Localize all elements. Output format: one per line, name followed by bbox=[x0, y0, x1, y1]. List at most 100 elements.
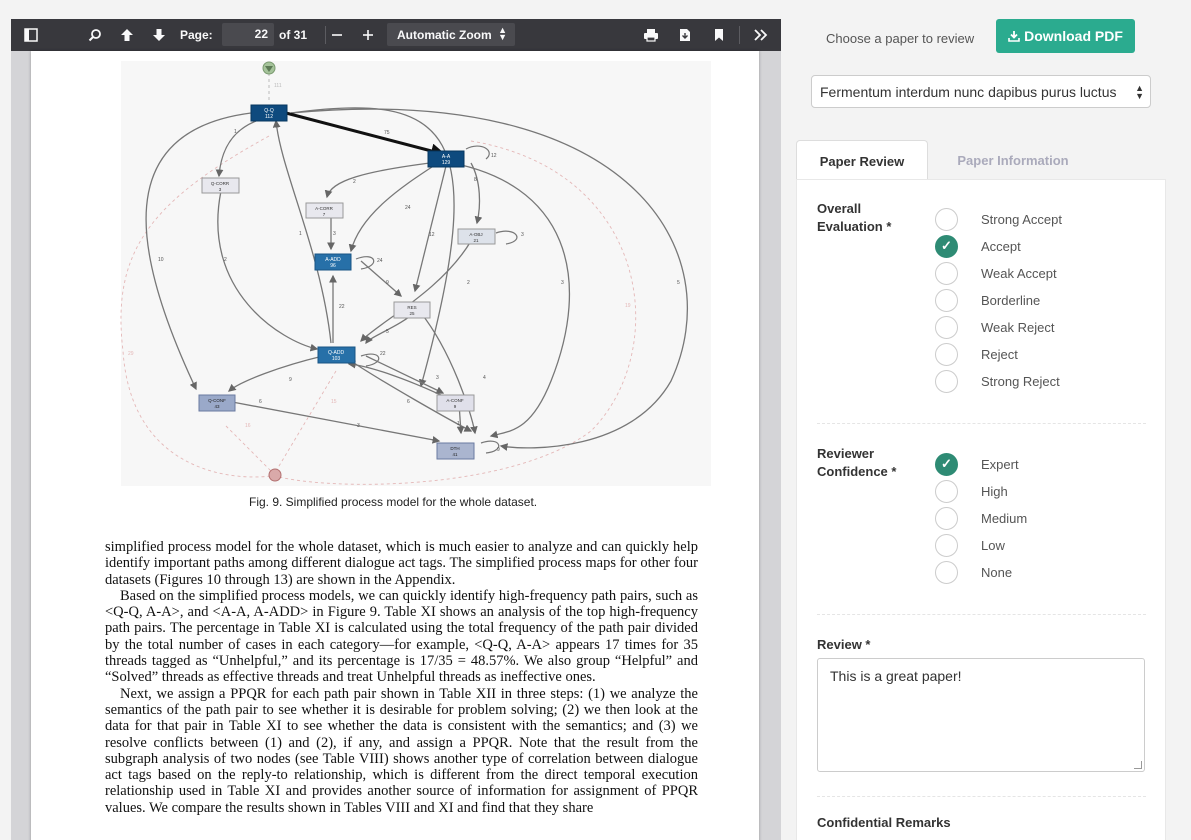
radio-weak-accept[interactable]: Weak Accept bbox=[935, 261, 1057, 285]
svg-text:103: 103 bbox=[332, 356, 341, 362]
paper-select[interactable]: Fermentum interdum nunc dapibus purus lu… bbox=[811, 75, 1151, 108]
svg-text:9: 9 bbox=[386, 280, 389, 286]
svg-text:RES: RES bbox=[407, 305, 416, 310]
svg-text:5: 5 bbox=[386, 329, 389, 335]
radio-accept[interactable]: ✓ Accept bbox=[935, 234, 1021, 258]
svg-text:A-CORR: A-CORR bbox=[315, 206, 333, 211]
paper-select-value: Fermentum interdum nunc dapibus purus lu… bbox=[820, 84, 1117, 100]
svg-text:22: 22 bbox=[339, 304, 345, 310]
section-divider bbox=[817, 796, 1146, 797]
radio-button[interactable] bbox=[935, 315, 958, 339]
radio-button[interactable] bbox=[935, 261, 958, 285]
radio-none[interactable]: None bbox=[935, 560, 1012, 584]
zoom-in-icon[interactable] bbox=[358, 25, 378, 45]
paragraph: Next, we assign a PPQR for each path pai… bbox=[105, 685, 698, 816]
svg-text:Q-ADD: Q-ADD bbox=[328, 350, 345, 356]
page-number-input[interactable]: 22 bbox=[222, 23, 274, 46]
svg-text:129: 129 bbox=[442, 160, 451, 166]
svg-text:2: 2 bbox=[224, 257, 227, 263]
svg-text:9: 9 bbox=[454, 404, 457, 409]
tools-menu-icon[interactable] bbox=[751, 25, 771, 45]
bookmark-icon[interactable] bbox=[709, 25, 729, 45]
svg-text:Q-CONF: Q-CONF bbox=[208, 398, 226, 403]
radio-button[interactable] bbox=[935, 479, 958, 503]
radio-label: Strong Reject bbox=[981, 373, 1060, 389]
review-text: This is a great paper! bbox=[830, 668, 962, 684]
radio-reject[interactable]: Reject bbox=[935, 342, 1018, 366]
svg-text:15: 15 bbox=[331, 399, 337, 405]
download-icon bbox=[1008, 31, 1020, 42]
resize-grip-icon[interactable] bbox=[1134, 761, 1142, 769]
radio-button[interactable] bbox=[935, 369, 958, 393]
page-count: of 31 bbox=[279, 28, 308, 42]
svg-text:19: 19 bbox=[625, 303, 631, 309]
download-icon[interactable] bbox=[675, 25, 695, 45]
select-arrows-icon: ▲ ▼ bbox=[498, 25, 507, 42]
download-pdf-label: Download PDF bbox=[1024, 28, 1123, 44]
radio-button[interactable] bbox=[935, 506, 958, 530]
svg-text:3: 3 bbox=[219, 187, 222, 192]
radio-strong-reject[interactable]: Strong Reject bbox=[935, 369, 1060, 393]
radio-weak-reject[interactable]: Weak Reject bbox=[935, 315, 1054, 339]
tab-paper-information[interactable]: Paper Information bbox=[957, 153, 1069, 168]
download-pdf-button[interactable]: Download PDF bbox=[996, 19, 1135, 53]
review-label: Review * bbox=[817, 637, 871, 652]
svg-text:10: 10 bbox=[158, 257, 164, 263]
radio-medium[interactable]: Medium bbox=[935, 506, 1027, 530]
svg-text:75: 75 bbox=[384, 130, 390, 136]
svg-text:A-A: A-A bbox=[442, 154, 451, 160]
sidebar-toggle-icon[interactable] bbox=[21, 25, 41, 45]
svg-text:A-ADD: A-ADD bbox=[325, 257, 341, 263]
svg-text:1: 1 bbox=[299, 231, 302, 237]
select-arrows-icon: ▲ ▼ bbox=[1135, 83, 1144, 101]
print-icon[interactable] bbox=[641, 25, 661, 45]
radio-button[interactable] bbox=[935, 533, 958, 557]
svg-text:25: 25 bbox=[409, 311, 415, 316]
pdf-viewer: Page: 22 of 31 Automatic Zoom ▲ ▼ bbox=[11, 19, 781, 840]
reviewer-confidence-label: Reviewer Confidence * bbox=[817, 446, 897, 479]
radio-expert[interactable]: ✓ Expert bbox=[935, 452, 1019, 476]
svg-text:6: 6 bbox=[407, 399, 410, 405]
checkmark-icon[interactable]: ✓ bbox=[935, 234, 958, 258]
search-icon[interactable] bbox=[85, 25, 105, 45]
radio-high[interactable]: High bbox=[935, 479, 1008, 503]
process-model-figure: Q-Q 112 A-A 129 Q-CORR 3 A-CORR 7 A-OBJ … bbox=[120, 61, 711, 486]
toolbar-divider bbox=[739, 26, 740, 44]
svg-text:A-OBJ: A-OBJ bbox=[469, 232, 482, 237]
figure-caption: Fig. 9. Simplified process model for the… bbox=[249, 495, 538, 509]
confidential-remarks-label: Confidential Remarks bbox=[817, 815, 951, 830]
radio-strong-accept[interactable]: Strong Accept bbox=[935, 207, 1062, 231]
svg-text:3: 3 bbox=[357, 423, 360, 429]
pdf-body-text: simplified process model for the whole d… bbox=[105, 539, 698, 816]
radio-label: None bbox=[981, 564, 1013, 580]
overall-evaluation-label: Overall Evaluation * bbox=[817, 201, 892, 234]
checkmark-icon[interactable]: ✓ bbox=[935, 452, 958, 476]
paragraph: Based on the simplified process models, … bbox=[105, 587, 698, 686]
radio-label: Accept bbox=[981, 238, 1021, 254]
tab-paper-review[interactable]: Paper Review bbox=[796, 140, 928, 180]
svg-text:5: 5 bbox=[677, 280, 680, 286]
svg-text:24: 24 bbox=[377, 258, 383, 264]
svg-text:12: 12 bbox=[429, 232, 435, 238]
radio-button[interactable] bbox=[935, 560, 958, 584]
svg-text:2: 2 bbox=[467, 280, 470, 286]
svg-text:112: 112 bbox=[265, 114, 273, 120]
svg-text:12: 12 bbox=[491, 153, 497, 159]
toolbar-divider bbox=[325, 26, 326, 44]
radio-low[interactable]: Low bbox=[935, 533, 1005, 557]
next-page-icon[interactable] bbox=[149, 25, 169, 45]
previous-page-icon[interactable] bbox=[117, 25, 137, 45]
svg-text:9: 9 bbox=[289, 377, 292, 383]
svg-text:Q-CORR: Q-CORR bbox=[211, 181, 230, 186]
review-textarea[interactable]: This is a great paper! bbox=[817, 658, 1145, 772]
svg-text:96: 96 bbox=[330, 263, 336, 269]
svg-text:8: 8 bbox=[474, 177, 477, 183]
section-divider bbox=[817, 423, 1146, 424]
zoom-select[interactable]: Automatic Zoom ▲ ▼ bbox=[387, 23, 515, 46]
radio-button[interactable] bbox=[935, 342, 958, 366]
svg-text:2: 2 bbox=[353, 179, 356, 185]
zoom-out-icon[interactable] bbox=[327, 25, 347, 45]
radio-button[interactable] bbox=[935, 207, 958, 231]
radio-borderline[interactable]: Borderline bbox=[935, 288, 1040, 312]
radio-button[interactable] bbox=[935, 288, 958, 312]
